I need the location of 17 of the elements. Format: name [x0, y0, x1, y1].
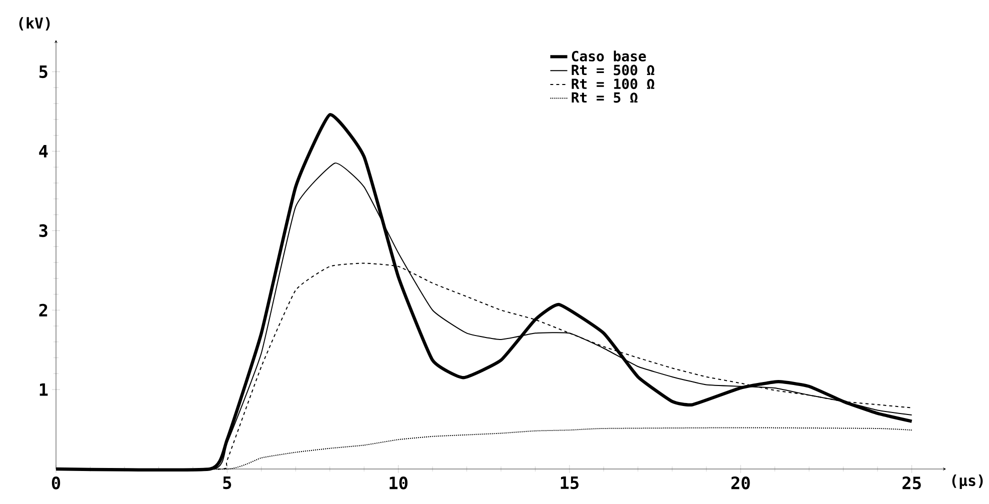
x-axis-title: (μs)	[952, 474, 983, 489]
legend-label: Rt = 100 Ω	[572, 78, 654, 90]
y-tick-label: 1	[40, 383, 48, 396]
y-tick-label: 2	[39, 304, 48, 316]
x-tick-label: 25	[902, 476, 921, 490]
x-tick-label: 15	[560, 476, 579, 490]
x-tick-label: 0	[52, 476, 60, 490]
y-tick-label: 5	[39, 65, 48, 78]
y-tick-label: 3	[39, 224, 48, 238]
legend-label: Rt = 500 Ω	[572, 64, 654, 76]
legend-label: Rt = 5 Ω	[572, 92, 638, 103]
x-tick-label: 20	[731, 476, 750, 490]
x-tick-label: 10	[390, 476, 408, 490]
y-tick-label: 4	[39, 145, 48, 158]
x-tick-label: 5	[223, 476, 232, 490]
legend-label: Caso base	[572, 50, 646, 62]
y-axis-title: (kV)	[19, 17, 50, 30]
